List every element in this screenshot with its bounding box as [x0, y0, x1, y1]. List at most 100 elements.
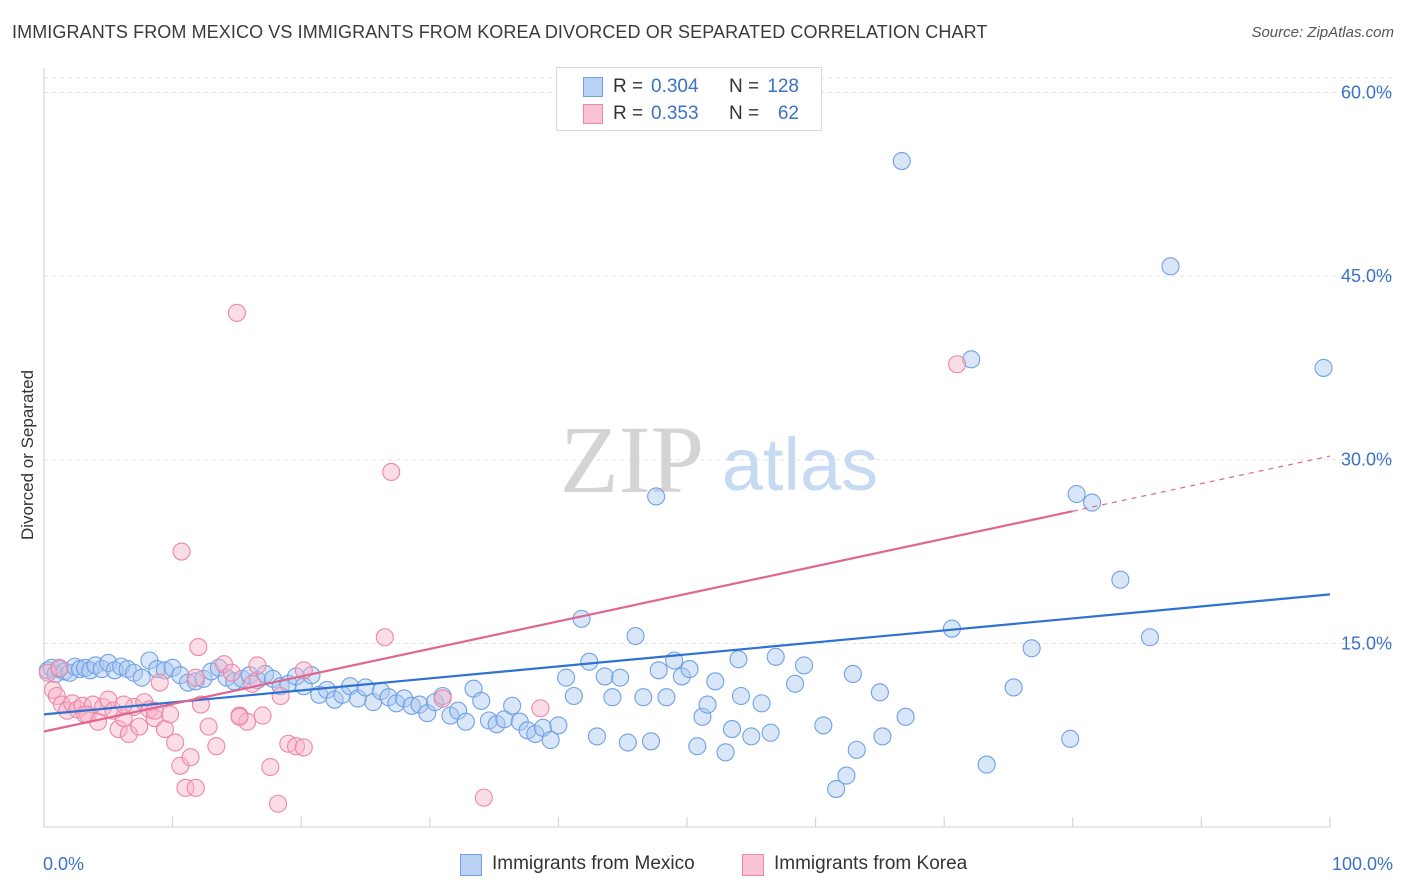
- point-mexico: [634, 688, 653, 707]
- point-mexico: [729, 650, 748, 669]
- y-tick-label: 30.0%: [1341, 450, 1392, 470]
- point-korea: [222, 663, 241, 682]
- point-mexico: [1083, 493, 1102, 512]
- point-mexico: [580, 652, 599, 671]
- watermark-zip: ZIP: [560, 406, 704, 513]
- legend-row-mexico: R = 0.304 N = 128: [557, 74, 821, 100]
- legend-n-value: 128: [767, 76, 799, 97]
- legend-row-korea: R = 0.353 N = 62: [557, 101, 821, 127]
- point-korea: [160, 705, 180, 724]
- trend-line-korea: [43, 510, 1074, 733]
- legend-n-label: N =: [729, 76, 760, 97]
- point-mexico: [402, 696, 421, 715]
- x-tick-label-min: 0.0%: [43, 854, 84, 874]
- point-korea: [243, 674, 262, 693]
- point-korea: [207, 737, 226, 756]
- point-korea: [189, 637, 208, 657]
- point-korea: [253, 706, 272, 725]
- bottom-legend-swatch-korea: [742, 854, 764, 876]
- point-mexico: [1161, 257, 1180, 276]
- point-mexico: [595, 667, 614, 686]
- point-korea: [150, 673, 169, 692]
- point-mexico: [618, 733, 637, 752]
- point-korea: [433, 689, 452, 708]
- point-korea: [186, 668, 205, 687]
- point-mexico: [495, 710, 514, 729]
- bottom-legend-label-korea: Immigrants from Korea: [774, 853, 968, 874]
- correlation-legend: R = 0.304 N = 128 R = 0.353 N = 62: [556, 67, 822, 131]
- point-mexico: [892, 151, 911, 171]
- legend-r-value: 0.304: [651, 76, 699, 97]
- point-korea: [114, 695, 133, 714]
- point-korea: [199, 717, 218, 736]
- watermark-atlas: atlas: [722, 423, 878, 506]
- point-korea: [227, 303, 246, 322]
- point-mexico: [626, 626, 645, 646]
- point-mexico: [680, 660, 699, 679]
- point-korea: [109, 720, 128, 739]
- point-mexico: [171, 666, 190, 685]
- point-mexico: [962, 350, 981, 369]
- legend-r-label: R =: [613, 103, 644, 124]
- point-korea: [287, 737, 306, 756]
- point-korea: [294, 738, 313, 757]
- point-korea: [186, 778, 205, 797]
- point-mexico: [752, 694, 771, 713]
- point-korea: [531, 699, 550, 718]
- tick-labels: 15.0% 30.0% 45.0% 60.0% 0.0% 100.0%: [43, 82, 1393, 874]
- point-mexico: [503, 696, 522, 715]
- legend-n-value: 62: [777, 103, 799, 124]
- point-mexico: [873, 727, 892, 746]
- point-mexico: [814, 716, 833, 735]
- grid-lines: [44, 77, 1395, 644]
- point-mexico: [1140, 628, 1160, 647]
- x-tick-label-max: 100.0%: [1332, 854, 1393, 874]
- point-mexico: [81, 661, 100, 680]
- point-mexico: [572, 609, 591, 628]
- point-mexico: [148, 660, 167, 679]
- point-korea: [38, 663, 57, 682]
- point-mexico: [794, 656, 814, 675]
- point-mexico: [541, 731, 560, 750]
- point-mexico: [1067, 484, 1086, 504]
- legend-r-value: 0.353: [651, 103, 699, 124]
- point-korea: [47, 686, 66, 706]
- point-mexico: [194, 669, 213, 688]
- trend-line-korea-extension: [1072, 455, 1331, 512]
- point-korea: [172, 542, 191, 561]
- legend-swatch-mexico: [583, 77, 603, 97]
- y-tick-label: 15.0%: [1341, 633, 1392, 653]
- point-mexico: [395, 689, 414, 708]
- point-mexico: [722, 720, 742, 739]
- point-korea: [948, 355, 967, 374]
- point-mexico: [785, 674, 805, 693]
- point-korea: [130, 717, 149, 736]
- point-korea: [375, 628, 394, 647]
- point-mexico: [731, 686, 751, 706]
- point-korea: [474, 788, 493, 807]
- point-mexico: [647, 487, 666, 506]
- legend-r-label: R =: [613, 76, 644, 97]
- point-mexico: [603, 688, 622, 707]
- point-mexico: [977, 755, 996, 774]
- y-axis-title: Divorced or Separated: [18, 369, 37, 541]
- point-mexico: [641, 732, 661, 751]
- point-korea: [230, 707, 249, 726]
- point-korea: [382, 462, 401, 482]
- point-mexico: [766, 647, 785, 666]
- point-mexico: [1022, 639, 1041, 658]
- point-mexico: [672, 667, 691, 686]
- point-mexico: [649, 661, 668, 680]
- watermark: ZIP atlas: [560, 406, 878, 513]
- point-mexico: [1111, 570, 1130, 589]
- point-mexico: [611, 668, 630, 687]
- chart-title: IMMIGRANTS FROM MEXICO VS IMMIGRANTS FRO…: [12, 22, 988, 42]
- y-tick-label: 45.0%: [1341, 266, 1392, 286]
- point-korea: [50, 658, 69, 677]
- point-korea: [166, 733, 185, 752]
- point-mexico: [132, 668, 151, 687]
- y-tick-label: 60.0%: [1341, 82, 1392, 102]
- point-mexico: [557, 668, 576, 687]
- point-mexico: [843, 664, 862, 684]
